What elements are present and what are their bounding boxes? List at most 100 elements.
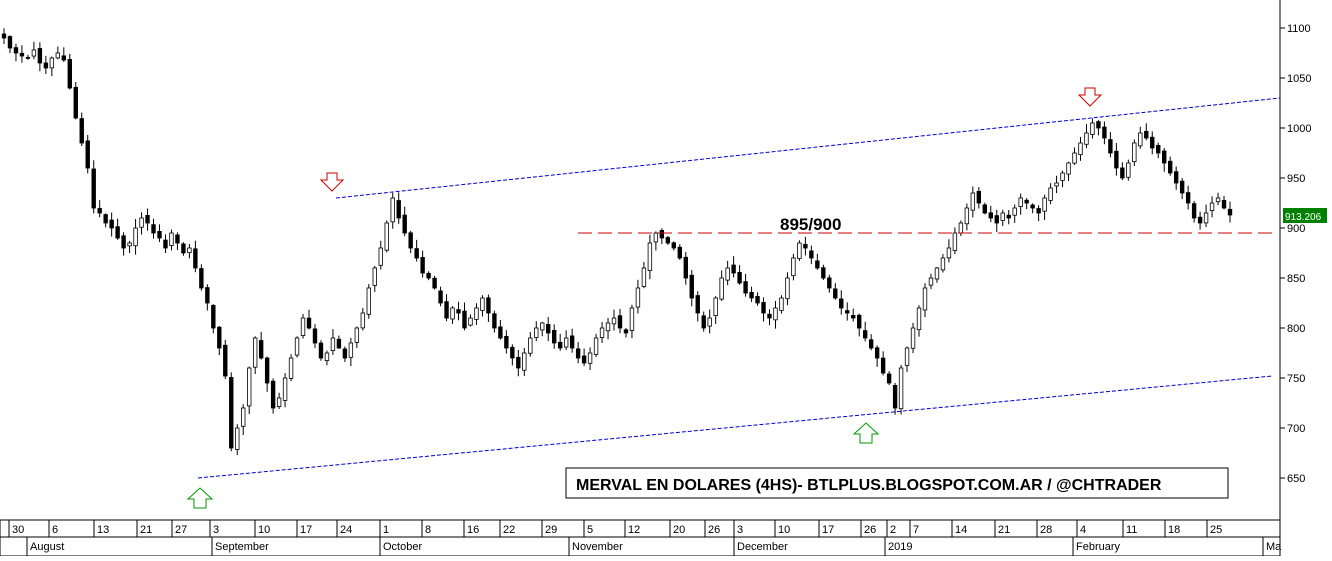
candle-body xyxy=(121,235,126,249)
candle-body xyxy=(611,317,617,325)
candle-body xyxy=(1048,187,1053,201)
candle-body xyxy=(378,247,383,266)
candle-body xyxy=(426,272,431,279)
candle-body xyxy=(1138,132,1143,147)
candle-body xyxy=(773,307,778,321)
candle-body xyxy=(916,307,922,331)
x-tick-label: 7 xyxy=(913,524,919,536)
candle-body xyxy=(1024,199,1029,204)
candle-body xyxy=(671,242,677,249)
x-month-label: 2019 xyxy=(888,541,912,553)
x-tick-label: 5 xyxy=(587,524,593,536)
candle-body xyxy=(510,346,515,359)
candle-body xyxy=(635,287,641,308)
candle-body xyxy=(139,217,144,228)
candle-body xyxy=(767,313,772,319)
candle-body xyxy=(827,277,832,289)
candle-body xyxy=(982,204,987,214)
channel-upper-line xyxy=(335,97,1281,199)
candle-body xyxy=(175,234,180,244)
candle-body xyxy=(456,309,461,314)
candle-body xyxy=(420,257,425,274)
candle-body xyxy=(91,168,96,209)
candle-body xyxy=(1090,122,1095,135)
y-tick-label: 950 xyxy=(1287,173,1305,185)
candle-body xyxy=(432,277,437,289)
candle-body xyxy=(695,295,700,314)
candle-body xyxy=(743,281,748,294)
candle-body xyxy=(755,296,760,304)
candle-body xyxy=(1006,214,1011,219)
candle-body xyxy=(546,323,551,334)
candle-body xyxy=(300,317,306,336)
candle-body xyxy=(683,256,688,279)
x-tick-label: 13 xyxy=(97,524,109,536)
x-tick-label: 30 xyxy=(12,524,24,536)
candle-body xyxy=(79,118,84,144)
candle-body xyxy=(886,373,892,384)
candle-body xyxy=(223,344,228,377)
candle-body xyxy=(199,268,204,289)
candle-body xyxy=(1227,208,1233,216)
candle-body xyxy=(922,287,928,311)
candle-body xyxy=(587,352,593,364)
last-price-label: 913.206 xyxy=(1285,212,1322,223)
candle-body xyxy=(1084,132,1089,145)
candle-body xyxy=(109,219,114,229)
x-tick-label: 3 xyxy=(737,524,743,536)
x-tick-label: 10 xyxy=(258,524,270,536)
candle-body xyxy=(731,264,736,274)
candle-body xyxy=(276,397,282,407)
candle-body xyxy=(976,190,982,204)
candle-body xyxy=(725,267,730,281)
candle-body xyxy=(534,327,539,338)
x-tick-label: 17 xyxy=(822,524,834,536)
x-tick-label: 29 xyxy=(545,524,557,536)
x-tick-label: 26 xyxy=(864,524,876,536)
candle-body xyxy=(1221,199,1227,209)
candle-body xyxy=(1000,212,1005,221)
candle-body xyxy=(952,232,958,252)
candle-body xyxy=(1114,150,1119,169)
candle-body xyxy=(605,322,611,332)
candle-body xyxy=(294,337,300,356)
candle-body xyxy=(1066,162,1071,175)
candle-body xyxy=(713,297,718,316)
candle-body xyxy=(25,56,31,59)
candle-body xyxy=(73,86,78,119)
candle-body xyxy=(31,49,37,57)
candle-body xyxy=(1215,197,1221,203)
y-tick-label: 900 xyxy=(1287,223,1305,235)
candle-body xyxy=(791,257,796,277)
candle-body xyxy=(462,310,467,329)
candle-body xyxy=(258,340,264,359)
candle-body xyxy=(67,59,72,89)
candle-body xyxy=(862,330,868,339)
candle-body xyxy=(839,298,844,309)
candle-body xyxy=(330,337,336,351)
candle-body xyxy=(318,342,324,359)
candle-body xyxy=(803,243,808,249)
candle-body xyxy=(414,248,419,259)
candle-body xyxy=(1197,216,1203,224)
candle-body xyxy=(270,380,276,409)
x-tick-label: 25 xyxy=(1210,524,1222,536)
candle-body xyxy=(1078,142,1083,156)
candle-body xyxy=(402,214,407,234)
candle-body xyxy=(61,55,66,61)
candle-body xyxy=(617,315,623,329)
candle-body xyxy=(103,214,108,224)
y-tick-label: 1100 xyxy=(1287,23,1311,35)
candle-body xyxy=(282,377,288,401)
candle-body xyxy=(964,207,970,225)
candle-body xyxy=(181,243,186,254)
candle-body xyxy=(797,242,802,259)
candle-body xyxy=(779,297,784,311)
chart-title: MERVAL EN DOLARES (4HS)- BTLPLUS.BLOGSPO… xyxy=(576,477,1162,494)
candle-body xyxy=(988,212,993,219)
x-axis-box xyxy=(0,519,1281,557)
candle-body xyxy=(504,336,509,349)
candle-body xyxy=(1156,144,1161,154)
